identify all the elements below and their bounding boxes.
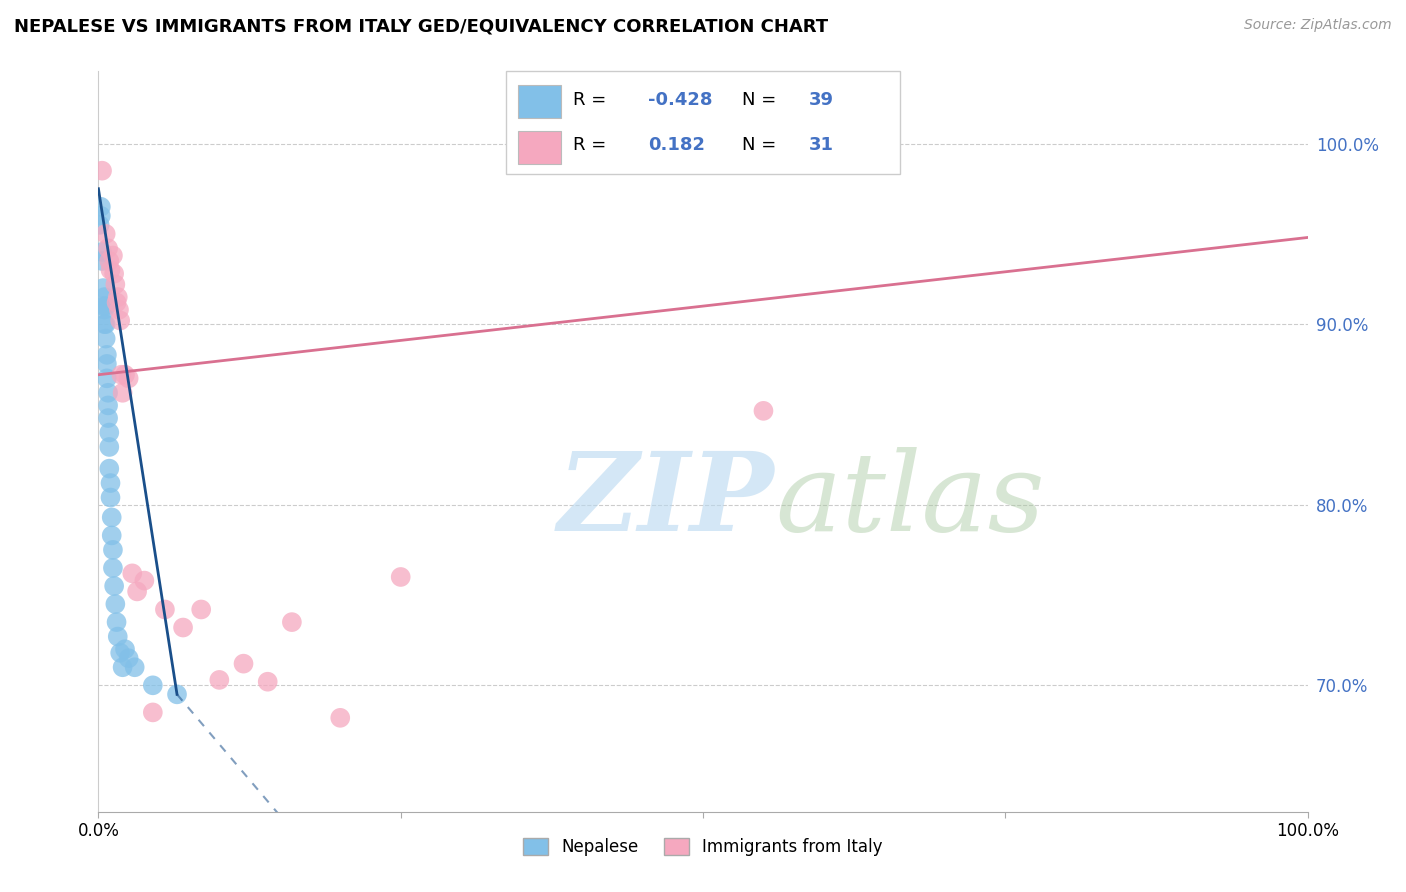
Point bbox=[107, 630, 129, 644]
Point bbox=[90, 200, 112, 214]
Point bbox=[114, 368, 136, 382]
Point bbox=[389, 570, 412, 584]
Text: NEPALESE VS IMMIGRANTS FROM ITALY GED/EQUIVALENCY CORRELATION CHART: NEPALESE VS IMMIGRANTS FROM ITALY GED/EQ… bbox=[14, 18, 828, 36]
Point bbox=[93, 290, 115, 304]
Point bbox=[111, 385, 134, 400]
Point bbox=[104, 277, 127, 292]
Text: 31: 31 bbox=[810, 136, 834, 154]
Point bbox=[752, 404, 775, 418]
Point bbox=[108, 313, 131, 327]
Point bbox=[104, 597, 127, 611]
Point bbox=[105, 295, 128, 310]
Point bbox=[124, 660, 146, 674]
Point bbox=[94, 332, 117, 346]
FancyBboxPatch shape bbox=[506, 71, 900, 174]
Point bbox=[98, 440, 121, 454]
Point bbox=[96, 357, 118, 371]
Text: ZIP: ZIP bbox=[558, 447, 775, 555]
Point bbox=[91, 254, 114, 268]
Text: atlas: atlas bbox=[776, 447, 1045, 555]
Point bbox=[118, 371, 141, 385]
Text: R =: R = bbox=[574, 91, 612, 109]
Point bbox=[93, 317, 115, 331]
Point bbox=[94, 227, 117, 241]
Point bbox=[98, 425, 121, 440]
Point bbox=[142, 678, 165, 692]
Point bbox=[91, 281, 114, 295]
Point bbox=[96, 371, 118, 385]
Point bbox=[190, 602, 212, 616]
Point bbox=[166, 687, 188, 701]
FancyBboxPatch shape bbox=[517, 131, 561, 163]
Point bbox=[98, 254, 121, 268]
Point bbox=[101, 542, 124, 557]
Point bbox=[97, 399, 120, 413]
Point bbox=[91, 244, 114, 259]
Point bbox=[127, 584, 149, 599]
Point bbox=[103, 579, 125, 593]
Point bbox=[108, 646, 131, 660]
Point bbox=[111, 660, 134, 674]
Point bbox=[232, 657, 254, 671]
Point bbox=[94, 317, 117, 331]
Point bbox=[97, 411, 120, 425]
Point bbox=[107, 290, 129, 304]
Point bbox=[134, 574, 156, 588]
Point bbox=[94, 299, 117, 313]
Text: 0.182: 0.182 bbox=[648, 136, 704, 154]
Point bbox=[100, 528, 122, 542]
Point bbox=[93, 302, 115, 317]
Text: N =: N = bbox=[742, 136, 782, 154]
Point bbox=[153, 602, 176, 616]
Point bbox=[256, 674, 278, 689]
Point bbox=[89, 218, 111, 232]
Point bbox=[281, 615, 304, 629]
Point bbox=[97, 241, 120, 255]
Point bbox=[105, 615, 128, 629]
Point bbox=[114, 642, 136, 657]
Point bbox=[103, 267, 125, 281]
Point bbox=[97, 385, 120, 400]
Point bbox=[101, 248, 124, 262]
Legend: Nepalese, Immigrants from Italy: Nepalese, Immigrants from Italy bbox=[516, 831, 890, 863]
Point bbox=[96, 348, 118, 362]
Point bbox=[108, 302, 131, 317]
Point bbox=[100, 263, 122, 277]
Point bbox=[121, 566, 143, 581]
Point bbox=[208, 673, 231, 687]
Point bbox=[142, 706, 165, 720]
Text: N =: N = bbox=[742, 91, 782, 109]
Point bbox=[100, 510, 122, 524]
Text: Source: ZipAtlas.com: Source: ZipAtlas.com bbox=[1244, 18, 1392, 32]
Text: -0.428: -0.428 bbox=[648, 91, 713, 109]
Point bbox=[329, 711, 352, 725]
Point bbox=[100, 491, 122, 505]
Point bbox=[110, 368, 132, 382]
Point bbox=[90, 209, 112, 223]
Point bbox=[100, 476, 122, 491]
FancyBboxPatch shape bbox=[517, 85, 561, 118]
Point bbox=[101, 561, 124, 575]
Text: R =: R = bbox=[574, 136, 612, 154]
Point bbox=[91, 299, 114, 313]
Point bbox=[98, 461, 121, 475]
Point bbox=[91, 163, 114, 178]
Text: 39: 39 bbox=[810, 91, 834, 109]
Point bbox=[172, 621, 194, 635]
Point bbox=[118, 651, 141, 665]
